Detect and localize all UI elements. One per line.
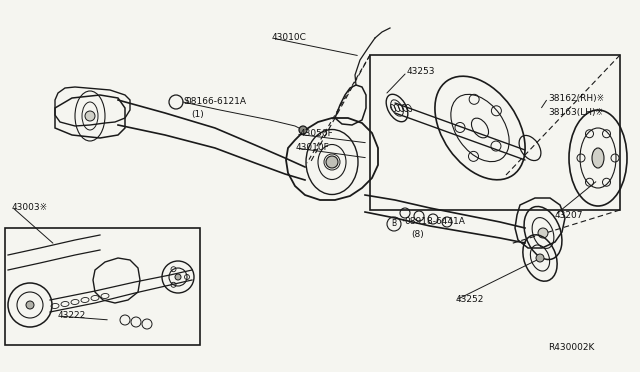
Text: 43252: 43252	[456, 295, 484, 305]
Text: 38162(RH)※: 38162(RH)※	[548, 93, 604, 103]
Text: (8): (8)	[411, 231, 424, 240]
Circle shape	[299, 126, 307, 134]
Text: 08918-6441A: 08918-6441A	[404, 217, 465, 225]
Circle shape	[536, 254, 544, 262]
Bar	[5, 228, 200, 345]
Text: 43207: 43207	[555, 211, 584, 219]
Text: (1): (1)	[191, 110, 204, 119]
Text: S: S	[183, 97, 189, 106]
Text: 08166-6121A: 08166-6121A	[185, 97, 246, 106]
Text: 43222: 43222	[58, 311, 86, 321]
Text: 43010F: 43010F	[296, 144, 330, 153]
Text: 43253: 43253	[407, 67, 435, 77]
Bar	[370, 55, 620, 210]
Circle shape	[326, 156, 338, 168]
Text: 43003※: 43003※	[12, 202, 48, 212]
Circle shape	[26, 301, 34, 309]
Circle shape	[538, 228, 548, 238]
Text: B: B	[392, 219, 397, 228]
Circle shape	[85, 111, 95, 121]
Circle shape	[175, 274, 181, 280]
Ellipse shape	[592, 148, 604, 168]
Text: R430002K: R430002K	[548, 343, 595, 352]
Text: 38163(LH)※: 38163(LH)※	[548, 108, 603, 116]
Text: 43050F: 43050F	[300, 129, 333, 138]
Text: 43010C: 43010C	[272, 33, 307, 42]
